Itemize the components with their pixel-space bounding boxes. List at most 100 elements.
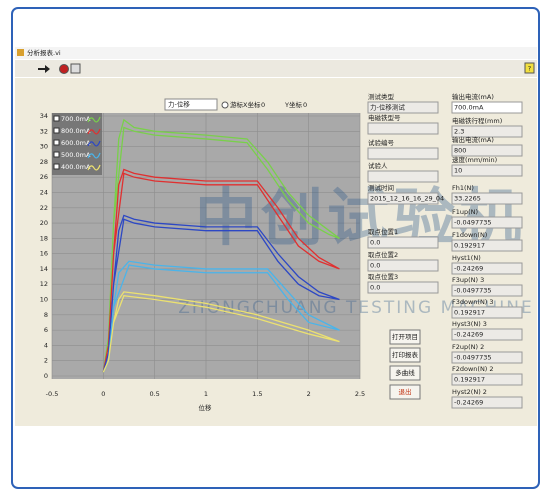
- field-box[interactable]: [367, 122, 439, 135]
- field-box[interactable]: [451, 351, 523, 364]
- button[interactable]: [389, 365, 421, 381]
- field-label: F3down(N) 3: [452, 298, 494, 306]
- field-box[interactable]: [451, 164, 523, 177]
- legend-checkbox[interactable]: [53, 151, 60, 158]
- cursor-label: 游标: [230, 100, 244, 109]
- field-label: Fh1(N): [452, 184, 474, 192]
- legend-swatch: [87, 152, 101, 159]
- field-label: F1down(N): [452, 231, 487, 239]
- button-label: 打印报表: [392, 350, 419, 359]
- series-line: [102, 118, 340, 373]
- field-value: -0.24269: [454, 331, 483, 339]
- field-box[interactable]: [367, 259, 439, 272]
- y-tick-label: 32: [40, 127, 48, 135]
- x-coord-label: X坐标: [243, 100, 261, 109]
- field-value: -0.24269: [454, 265, 483, 273]
- button[interactable]: [389, 329, 421, 345]
- field-value: 0.192917: [454, 376, 485, 384]
- button-label: 多曲线: [395, 368, 415, 377]
- field-value: -0.0497735: [454, 287, 492, 295]
- x-tick-label: 0: [101, 390, 105, 398]
- field-label: Hyst3(N) 3: [452, 320, 487, 328]
- y-tick-label: 34: [40, 112, 48, 120]
- legend-swatch: [87, 128, 101, 135]
- y-tick-label: 0: [44, 372, 48, 380]
- pause-button[interactable]: [70, 63, 81, 74]
- x-tick-label: 1.5: [252, 390, 262, 398]
- field-box[interactable]: [451, 101, 523, 114]
- field-box[interactable]: [451, 125, 523, 138]
- run-button[interactable]: [38, 65, 50, 73]
- field-label: 电磁铁型号: [368, 113, 401, 122]
- field-box[interactable]: [367, 147, 439, 160]
- button[interactable]: [389, 384, 421, 400]
- cursor-radio[interactable]: [221, 101, 229, 109]
- legend-checkbox[interactable]: [53, 139, 60, 146]
- legend-label: 400.0mA: [61, 163, 91, 171]
- field-label: 测试时间: [368, 183, 394, 192]
- toolbar: [15, 60, 537, 77]
- field-box[interactable]: [451, 216, 523, 229]
- field-label: 输出电流(mA): [452, 135, 494, 144]
- field-label: 试验编号: [368, 138, 395, 147]
- field-label: 取点位置1: [368, 227, 398, 236]
- x-axis-label: 位移: [199, 403, 213, 412]
- legend-label: 600.0mA: [61, 139, 91, 147]
- abort-button[interactable]: [59, 64, 69, 74]
- field-box[interactable]: [367, 170, 439, 183]
- field-label: 取点位置2: [368, 250, 398, 259]
- legend-checkbox[interactable]: [53, 115, 60, 122]
- field-label: 速度(mm/min): [452, 155, 497, 164]
- field-label: F1up(N): [452, 208, 478, 216]
- y-tick-label: 6: [44, 326, 48, 334]
- field-box[interactable]: [367, 192, 439, 205]
- field-label: 测试类型: [368, 92, 395, 101]
- field-box[interactable]: [451, 373, 523, 386]
- legend-label: 500.0mA: [61, 151, 91, 159]
- field-box[interactable]: [451, 328, 523, 341]
- field-box[interactable]: [451, 239, 523, 252]
- legend-swatch: [87, 116, 101, 123]
- field-label: F2up(N) 2: [452, 343, 484, 351]
- plot-select[interactable]: [164, 98, 218, 111]
- field-value: 700.0mA: [454, 104, 484, 112]
- field-value: 0.0: [370, 284, 380, 292]
- x-coord: 0: [261, 101, 265, 109]
- legend-checkbox[interactable]: [53, 127, 60, 134]
- field-box[interactable]: [451, 306, 523, 319]
- button-label: 打开项目: [392, 332, 418, 341]
- y-tick-label: 8: [44, 311, 48, 319]
- y-tick-label: 20: [40, 219, 48, 227]
- field-value: 0.192917: [454, 242, 485, 250]
- field-box[interactable]: [451, 262, 523, 275]
- field-value: 2.3: [454, 128, 464, 136]
- field-box[interactable]: [367, 101, 439, 114]
- y-tick-label: 28: [40, 158, 48, 166]
- field-box[interactable]: [367, 236, 439, 249]
- legend-swatch: [87, 164, 101, 171]
- field-label: F3up(N) 3: [452, 276, 484, 284]
- help-icon: ?: [528, 65, 531, 73]
- y-tick-label: 22: [40, 204, 48, 212]
- field-value: 33.2265: [454, 195, 481, 203]
- help-button[interactable]: [524, 62, 535, 74]
- field-value: 800: [454, 147, 466, 155]
- field-box[interactable]: [451, 144, 523, 157]
- field-box[interactable]: [451, 192, 523, 205]
- field-box[interactable]: [367, 281, 439, 294]
- field-label: Hyst1(N): [452, 254, 481, 262]
- field-value: 0.192917: [454, 309, 485, 317]
- field-box[interactable]: [451, 284, 523, 297]
- y-tick-label: 10: [40, 296, 48, 304]
- button[interactable]: [389, 347, 421, 363]
- y-tick-label: 16: [40, 250, 48, 258]
- field-box[interactable]: [451, 396, 523, 409]
- legend-checkbox[interactable]: [53, 163, 60, 170]
- y-tick-label: 18: [40, 234, 48, 242]
- legend-swatch: [87, 140, 101, 147]
- y-tick-label: 4: [44, 341, 48, 349]
- x-tick-label: 0.5: [149, 390, 159, 398]
- plot-select-text: 力-位移: [168, 100, 190, 109]
- field-value: 10: [454, 167, 462, 175]
